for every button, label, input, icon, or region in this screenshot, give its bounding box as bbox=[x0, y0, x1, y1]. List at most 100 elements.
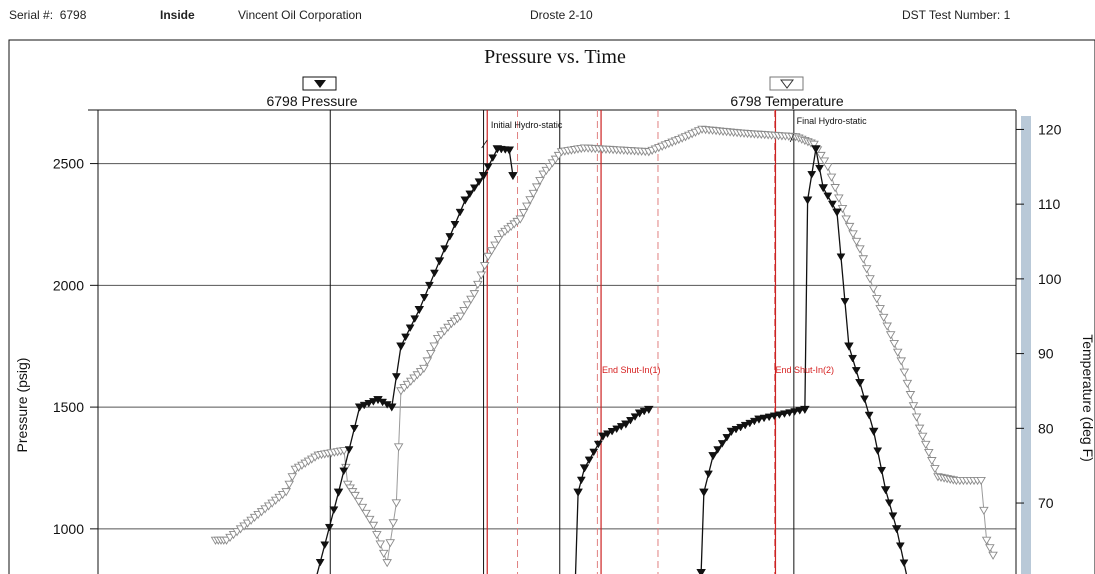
legend-pressure-label: 6798 Pressure bbox=[266, 93, 357, 109]
pressure-marker-0-37 bbox=[488, 154, 498, 162]
pressure-marker-2-32 bbox=[840, 298, 850, 306]
temperature-point-210 bbox=[908, 402, 919, 411]
temperature-point-192 bbox=[848, 230, 858, 239]
pressure-marker-1-15 bbox=[635, 409, 645, 418]
pressure-marker-1-16 bbox=[639, 407, 649, 416]
temperature-point-186 bbox=[826, 173, 837, 182]
y2-tick-label-100: 100 bbox=[1038, 271, 1062, 287]
y2-axis-ticks: 70 80 90 100 110 120 bbox=[1016, 121, 1062, 511]
temperature-point-188 bbox=[834, 194, 844, 203]
pressure-marker-2-29 bbox=[827, 200, 837, 209]
temperature-point-203 bbox=[885, 331, 896, 340]
pressure-marker-2-8 bbox=[731, 425, 741, 434]
pressure-marker-2-37 bbox=[860, 395, 869, 404]
pressure-marker-0-25 bbox=[430, 269, 439, 278]
temperature-axis-bar bbox=[1021, 116, 1031, 574]
temperature-point-183 bbox=[816, 151, 826, 161]
temperature-point-65 bbox=[419, 364, 429, 374]
pressure-marker-2-15 bbox=[764, 413, 774, 422]
pressure-marker-2-39 bbox=[869, 428, 879, 436]
temperature-point-45 bbox=[353, 497, 364, 507]
pressure-marker-2-45 bbox=[892, 525, 902, 533]
pressure-marker-2-46 bbox=[895, 542, 905, 551]
pressure-marker-1-9 bbox=[607, 428, 617, 436]
pressure-marker-2-33 bbox=[844, 342, 854, 351]
y2-tick-label-110: 110 bbox=[1038, 196, 1061, 212]
temperature-point-214 bbox=[920, 440, 931, 449]
temperature-point-213 bbox=[917, 432, 928, 441]
temperature-series bbox=[210, 125, 998, 568]
open-triangle-icon bbox=[780, 79, 794, 89]
temperature-point-194 bbox=[855, 245, 865, 254]
pressure-marker-2-6 bbox=[722, 434, 732, 442]
pressure-marker-0-33 bbox=[469, 184, 479, 193]
temperature-point-216 bbox=[927, 457, 937, 466]
temperature-point-98 bbox=[528, 189, 539, 198]
temperature-point-23 bbox=[287, 473, 298, 482]
temperature-line bbox=[215, 128, 994, 565]
y2-tick-label-70: 70 bbox=[1038, 495, 1054, 511]
pressure-marker-0-12 bbox=[368, 398, 378, 406]
pressure-marker-0-23 bbox=[419, 294, 429, 302]
pressure-marker-2-9 bbox=[736, 423, 746, 432]
pressure-marker-2-40 bbox=[873, 447, 883, 456]
y2-tick-label-120: 120 bbox=[1038, 121, 1062, 137]
well-name: Droste 2-10 bbox=[530, 8, 593, 22]
pressure-marker-2-5 bbox=[717, 440, 727, 448]
pressure-marker-2-26 bbox=[815, 164, 824, 173]
pressure-marker-2-3 bbox=[708, 452, 718, 460]
pressure-marker-2-1 bbox=[699, 488, 709, 497]
pressure-marker-0-18 bbox=[396, 342, 406, 351]
pressure-marker-0-19 bbox=[401, 333, 410, 342]
pressure-marker-1-7 bbox=[598, 432, 608, 441]
pressure-marker-2-12 bbox=[749, 417, 759, 426]
pressure-marker-0-28 bbox=[445, 233, 455, 241]
temperature-point-82 bbox=[476, 271, 487, 280]
pressure-marker-1-6 bbox=[593, 440, 603, 449]
legend-temperature-label: 6798 Temperature bbox=[730, 93, 844, 109]
pressure-marker-1-2 bbox=[576, 476, 586, 485]
pressure-marker-1-17 bbox=[644, 406, 654, 414]
temperature-point-54 bbox=[385, 539, 396, 548]
pressure-marker-0-24 bbox=[424, 281, 434, 290]
pressure-marker-2-36 bbox=[855, 379, 865, 387]
temperature-point-66 bbox=[422, 357, 433, 366]
temperature-point-100 bbox=[535, 177, 545, 186]
y2-tick-label-90: 90 bbox=[1038, 346, 1054, 362]
temperature-point-52 bbox=[378, 549, 389, 558]
pressure-marker-2-14 bbox=[759, 414, 769, 423]
temperature-point-233 bbox=[981, 536, 992, 545]
pressure-marker-0-11 bbox=[364, 399, 374, 408]
pressure-marker-2-13 bbox=[754, 415, 764, 424]
pressure-marker-2-28 bbox=[823, 192, 833, 201]
temperature-point-50 bbox=[372, 531, 382, 540]
temperature-point-205 bbox=[892, 348, 903, 357]
temperature-point-185 bbox=[823, 163, 833, 172]
pressure-marker-2-22 bbox=[800, 406, 810, 414]
temperature-point-97 bbox=[525, 196, 535, 205]
temperature-point-85 bbox=[486, 247, 497, 256]
temperature-point-191 bbox=[844, 222, 855, 232]
pressure-marker-0-1 bbox=[315, 559, 325, 567]
pressure-marker-2-2 bbox=[704, 470, 713, 479]
temperature-point-55 bbox=[388, 519, 399, 528]
pressure-marker-0-22 bbox=[414, 306, 424, 314]
pressure-marker-0-5 bbox=[334, 488, 343, 497]
temperature-point-197 bbox=[865, 275, 875, 284]
pressure-marker-2-47 bbox=[899, 559, 909, 568]
pressure-marker-0-42 bbox=[508, 172, 518, 180]
temperature-point-78 bbox=[462, 301, 473, 310]
pressure-marker-0-2 bbox=[320, 541, 330, 550]
pressure-marker-0-21 bbox=[410, 315, 420, 323]
pressure-marker-2-34 bbox=[848, 354, 858, 363]
pressure-marker-0-32 bbox=[465, 190, 475, 199]
annotation-leader-0 bbox=[481, 139, 488, 149]
temperature-point-57 bbox=[393, 443, 404, 452]
pressure-series bbox=[315, 145, 909, 574]
temperature-point-21 bbox=[281, 488, 291, 497]
pressure-marker-0-41 bbox=[504, 146, 514, 155]
temperature-point-96 bbox=[522, 202, 532, 211]
pressure-marker-0-17 bbox=[391, 373, 401, 381]
pressure-marker-0-34 bbox=[474, 178, 484, 186]
